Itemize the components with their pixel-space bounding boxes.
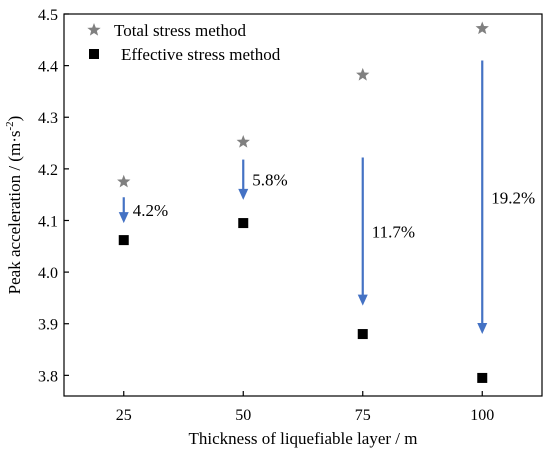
total-stress-point [236,135,250,148]
arrow-head [118,212,129,224]
y-axis-label-superscript: -2 [4,121,16,130]
legend-label: Effective stress method [121,45,281,64]
y-tick-label: 3.8 [38,368,58,385]
total-stress-point [117,174,131,188]
percent-annotation: 11.7% [372,223,415,242]
data-points [117,21,489,383]
x-axis-label: Thickness of liquefiable layer / m [189,429,418,448]
arrow-annotations: 4.2% 5.8% 11.7% 19.2% [118,60,535,335]
effective-stress-point [477,372,488,383]
plot-frame [63,13,543,397]
y-tick-label: 4.0 [38,265,58,282]
legend: Total stress method Effective stress meth… [87,21,281,64]
y-tick-label: 4.5 [38,7,58,24]
x-tick-label: 25 [116,407,132,424]
legend-label: Total stress method [114,21,246,40]
x-tick-label: 75 [355,407,371,424]
y-tick-label: 4.4 [38,59,58,76]
x-tick-label: 50 [235,407,251,424]
y-tick-label: 3.9 [38,317,58,334]
arrow-head [477,323,488,335]
x-tick-label: 100 [470,407,494,424]
total-stress-point [356,67,370,81]
legend-square-icon [89,49,99,59]
total-stress-point [475,21,489,35]
percent-annotation: 19.2% [491,188,535,207]
percent-annotation: 4.2% [133,201,168,220]
arrow-head [357,294,368,306]
y-axis-label-tail: ) [5,116,24,122]
y-axis-label-main: Peak acceleration / (m·s [5,131,24,295]
effective-stress-point [118,235,129,246]
effective-stress-point [238,218,249,229]
percent-annotation: 5.8% [252,171,287,190]
y-tick-label: 4.1 [38,213,58,230]
y-tick-label: 4.3 [38,110,58,127]
y-axis-ticks: 3.8 3.9 4.0 4.1 4.2 4.3 4.4 4.5 [38,7,69,385]
arrow-head [238,188,249,200]
x-axis-ticks: 25 50 75 100 [116,391,494,424]
effective-stress-point [357,329,368,340]
y-axis-label: Peak acceleration / (m·s-2) [4,116,24,295]
y-tick-label: 4.2 [38,162,58,179]
legend-star-icon [87,23,101,36]
